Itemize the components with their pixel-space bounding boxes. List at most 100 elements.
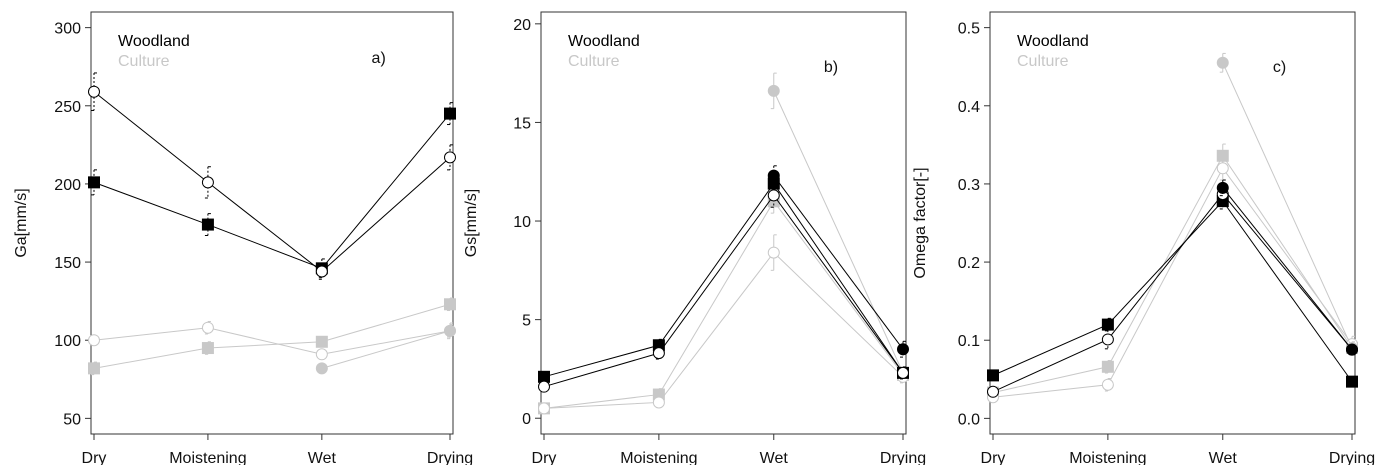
series-line — [1222, 187, 1353, 350]
series-culture-circle-filled — [767, 72, 909, 380]
data-point — [538, 370, 550, 383]
plot-frame — [989, 11, 1356, 435]
series-line — [992, 200, 1353, 382]
x-tick-label: Drying — [1329, 450, 1375, 465]
legend-culture: Culture — [1017, 53, 1069, 70]
y-tick-label: 150 — [54, 255, 81, 272]
data-point — [1101, 360, 1114, 373]
data-point — [315, 362, 328, 375]
series-line — [93, 327, 451, 355]
y-tick-label: 0.2 — [958, 255, 980, 272]
legend-culture: Culture — [568, 53, 620, 70]
series-culture-circle-open — [987, 156, 1358, 404]
y-tick-label: 0.0 — [958, 411, 980, 428]
data-point — [201, 176, 214, 189]
x-tick-label: Moistening — [1069, 450, 1146, 465]
series-line — [543, 251, 904, 409]
data-point — [444, 107, 456, 120]
y-tick-label: 50 — [63, 411, 81, 428]
y-tick-label: 0 — [522, 411, 531, 428]
series-culture-circle-filled — [1216, 52, 1358, 355]
x-tick-label: Dry — [82, 450, 107, 465]
data-point — [201, 342, 214, 355]
data-point — [652, 347, 665, 360]
series-line — [93, 91, 451, 273]
y-tick-label: 0.4 — [958, 99, 980, 116]
y-tick-label: 300 — [54, 21, 81, 38]
y-tick-label: 15 — [513, 115, 531, 132]
data-point — [88, 85, 100, 98]
data-point — [1216, 181, 1229, 194]
data-point — [315, 348, 328, 361]
data-point — [88, 362, 100, 375]
data-point — [1101, 318, 1114, 331]
series-line — [543, 182, 904, 378]
x-tick-label: Moistening — [169, 450, 246, 465]
y-tick-label: 20 — [513, 17, 531, 34]
data-point — [444, 151, 456, 164]
x-tick-label: Drying — [880, 450, 926, 465]
series-culture-circle-open — [538, 234, 909, 415]
series-culture-square-filled — [538, 188, 909, 415]
chart-panel-3: 0.0 0.1 0.2 0.3 0.4 0.5 Dry Moistening Wet Drying… — [912, 11, 1375, 465]
series-line — [992, 154, 1353, 394]
data-point — [315, 265, 328, 278]
y-axis-label: Omega factor[-] — [912, 167, 929, 278]
series-woodland-circle-open — [987, 185, 1358, 398]
data-point — [897, 343, 909, 356]
x-tick-label: Wet — [1209, 450, 1238, 465]
panel-label: b) — [824, 59, 838, 76]
series-line — [93, 113, 451, 269]
data-point — [444, 324, 456, 337]
y-tick-label: 10 — [513, 214, 531, 231]
data-point — [1216, 56, 1229, 69]
data-point — [987, 385, 999, 398]
legend-woodland: Woodland — [1017, 33, 1089, 50]
panel-label: c) — [1273, 59, 1286, 76]
data-point — [1101, 378, 1114, 391]
data-point — [88, 176, 100, 189]
chart-panel-1: 50 100 150 200 250 300 Dry Moistening Wet Drying G… — [13, 11, 473, 465]
x-tick-label: Dry — [532, 450, 557, 465]
y-tick-label: 250 — [54, 99, 81, 116]
series-line — [773, 90, 904, 374]
data-point — [315, 335, 328, 348]
chart-panel-2: 0 5 10 15 20 Dry Moistening Wet Drying Gs[mm/s] Wo… — [463, 11, 926, 465]
data-point — [538, 380, 550, 393]
y-tick-label: 200 — [54, 177, 81, 194]
series-woodland-circle-open — [538, 183, 909, 393]
y-axis-label: Gs[mm/s] — [463, 189, 480, 257]
legend-woodland: Woodland — [118, 33, 190, 50]
data-point — [1216, 162, 1229, 175]
series-woodland-square-filled — [987, 192, 1358, 388]
series-line — [992, 167, 1353, 398]
y-tick-label: 0.5 — [958, 21, 980, 38]
y-tick-label: 0.3 — [958, 177, 980, 194]
data-point — [538, 402, 550, 415]
data-point — [897, 366, 909, 379]
plot-frame — [90, 11, 454, 435]
series-line — [93, 303, 451, 369]
series-line — [992, 193, 1353, 393]
data-point — [444, 298, 456, 311]
series-line — [321, 330, 451, 369]
y-tick-label: 100 — [54, 333, 81, 350]
y-tick-label: 0.1 — [958, 333, 980, 350]
data-point — [767, 189, 780, 202]
series-line — [543, 200, 904, 409]
data-point — [88, 334, 100, 347]
legend-culture: Culture — [118, 53, 170, 70]
series-woodland-square-filled — [538, 173, 909, 383]
data-point — [652, 396, 665, 409]
data-point — [201, 321, 214, 334]
panel-label: a) — [372, 50, 386, 67]
series-culture-square-filled — [987, 143, 1358, 399]
x-tick-label: Drying — [427, 450, 473, 465]
series-line — [1222, 62, 1353, 349]
series-woodland-circle-filled — [767, 165, 909, 358]
x-tick-label: Moistening — [620, 450, 697, 465]
y-tick-label: 5 — [522, 313, 531, 330]
series-line — [543, 194, 904, 388]
data-point — [1101, 333, 1114, 346]
series-woodland-circle-open — [88, 72, 456, 280]
